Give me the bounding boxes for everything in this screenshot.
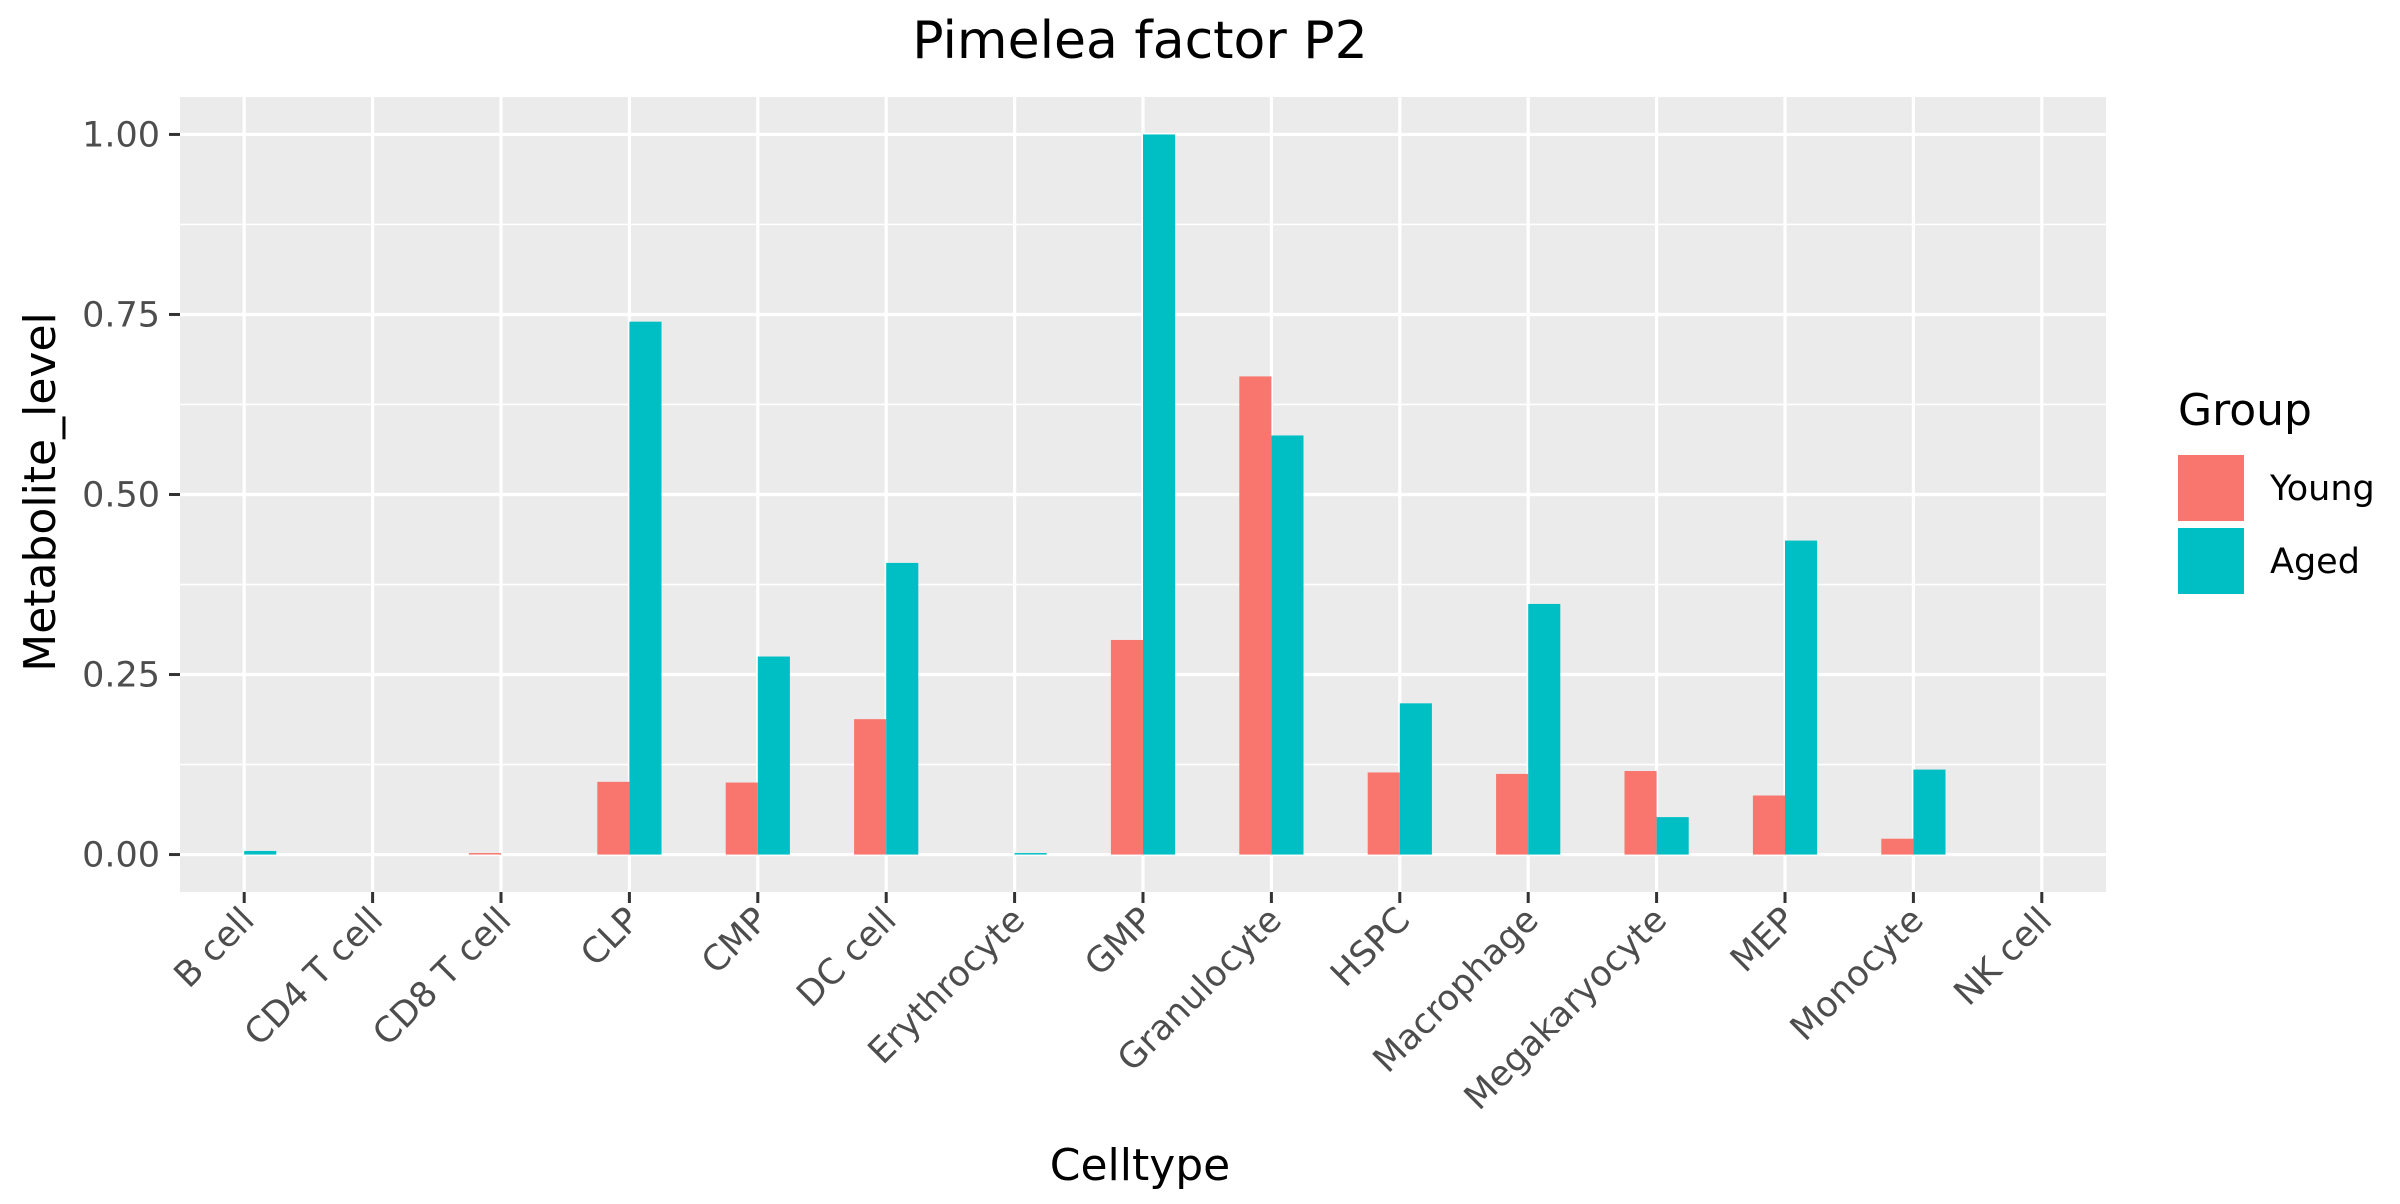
y-tick-label: 0.25 [82,656,160,696]
bar-young [597,781,630,855]
legend: Group Young Aged [2178,385,2375,594]
y-tick-label: 1.00 [82,115,160,155]
bar-young [725,782,758,855]
x-tick-label: CD4 T cell [237,900,391,1054]
bar-young [854,719,887,855]
legend-key-aged [2178,528,2244,594]
bar-aged [1399,703,1432,855]
x-tick-label: HSPC [1323,900,1418,995]
chart-title: Pimelea factor P2 [912,11,1367,71]
legend-label: Aged [2270,542,2360,582]
bar-aged [629,321,662,855]
bar-young [1752,795,1785,855]
bar-aged [1143,134,1176,855]
x-tick-label: DC cell [789,900,904,1015]
bar-aged [1528,603,1561,855]
bar-aged [1014,853,1047,855]
bar-aged [1656,817,1689,855]
x-tick-label: CLP [573,900,647,974]
bar-young [1239,376,1272,855]
x-tick-label: CMP [694,900,776,982]
x-tick-label: B cell [167,900,263,996]
bar-aged [757,656,790,855]
y-tick-label: 0.50 [82,476,160,516]
bar-young [468,853,501,855]
x-tick-label: MEP [1723,900,1803,980]
x-tick-label: NK cell [1947,900,2060,1013]
bar-aged [1913,769,1946,855]
x-tick-label: CD8 T cell [366,900,520,1054]
x-axis-title: Celltype [1050,1140,1231,1191]
legend-title: Group [2178,385,2312,436]
y-tick-label: 0.75 [82,295,160,335]
bars [244,134,1946,855]
bar-young [1881,838,1914,855]
y-axis-title: Metabolite_level [15,312,66,672]
bar-aged [244,850,277,855]
legend-key-young [2178,455,2244,521]
legend-label: Young [2269,469,2375,509]
bar-aged [1785,540,1818,855]
x-tick-label: Monocyte [1783,900,1932,1049]
bar-young [1110,639,1143,855]
bar-aged [1271,435,1304,855]
bar-aged [886,562,919,855]
bar-young [1624,771,1657,855]
bar-young [1496,773,1529,855]
bar-young [1367,772,1400,855]
y-tick-label: 0.00 [82,836,160,876]
x-tick-label: GMP [1078,900,1162,984]
